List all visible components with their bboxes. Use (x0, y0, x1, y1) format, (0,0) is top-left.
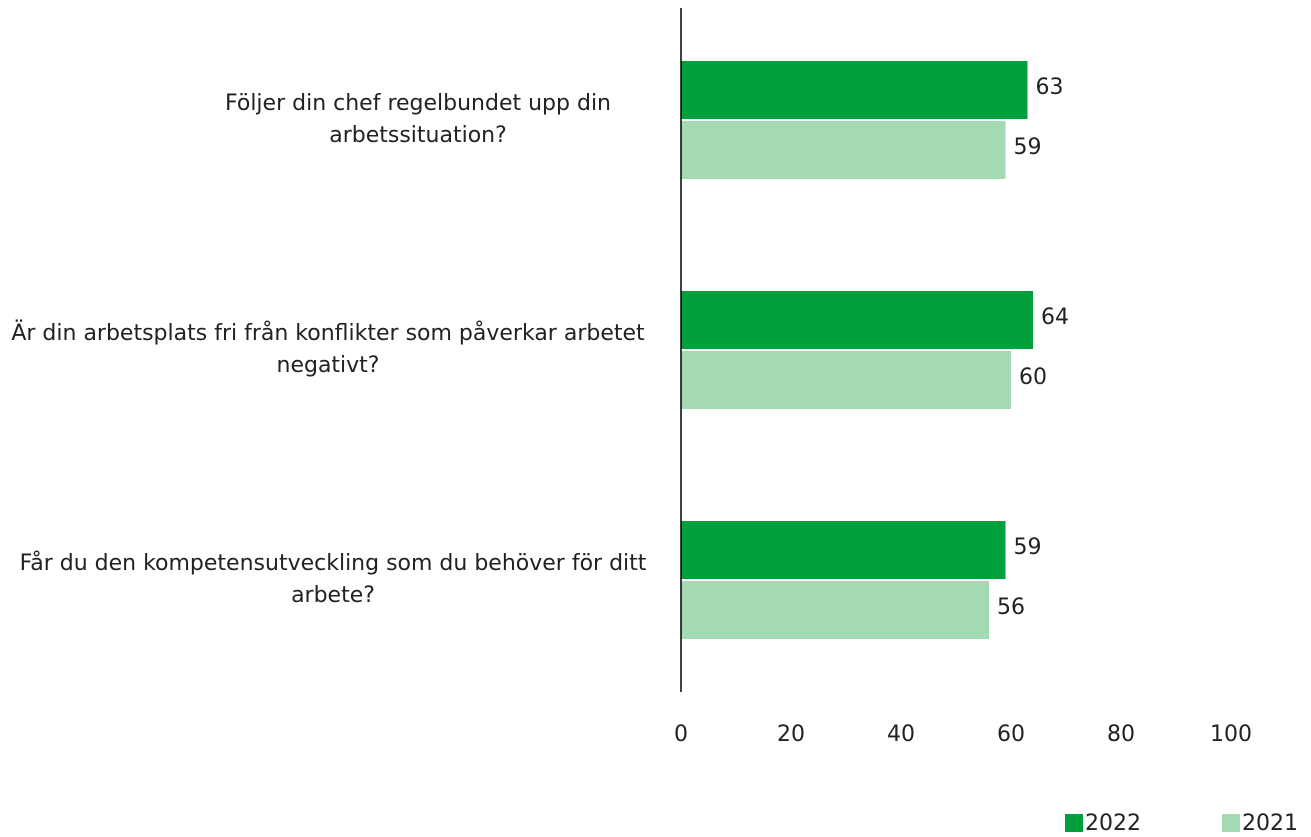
bar (681, 61, 1028, 119)
legend-swatch (1065, 814, 1083, 832)
data-label: 59 (1014, 135, 1042, 160)
bar (681, 521, 1006, 579)
legend-swatch (1222, 814, 1240, 832)
data-label: 64 (1041, 305, 1069, 330)
data-label: 59 (1014, 535, 1042, 560)
x-tick-label: 80 (1107, 722, 1135, 747)
bar (681, 291, 1033, 349)
x-tick-label: 100 (1210, 722, 1252, 747)
data-label: 60 (1019, 365, 1047, 390)
x-tick-label: 40 (887, 722, 915, 747)
data-label: 63 (1036, 75, 1064, 100)
x-tick-label: 20 (777, 722, 805, 747)
bar (681, 121, 1006, 179)
x-tick-label: 0 (674, 722, 688, 747)
legend-label: 2022 (1085, 811, 1141, 836)
legend-label: 2021 (1242, 811, 1298, 836)
category-label: Följer din chef regelbundet upp din arbe… (224, 91, 612, 148)
data-label: 56 (997, 595, 1025, 620)
bar (681, 351, 1011, 409)
category-label: Är din arbetsplats fri från konflikter s… (11, 321, 645, 378)
x-tick-label: 60 (997, 722, 1025, 747)
bar (681, 581, 989, 639)
category-label: Får du den kompetensutveckling som du be… (19, 551, 647, 608)
